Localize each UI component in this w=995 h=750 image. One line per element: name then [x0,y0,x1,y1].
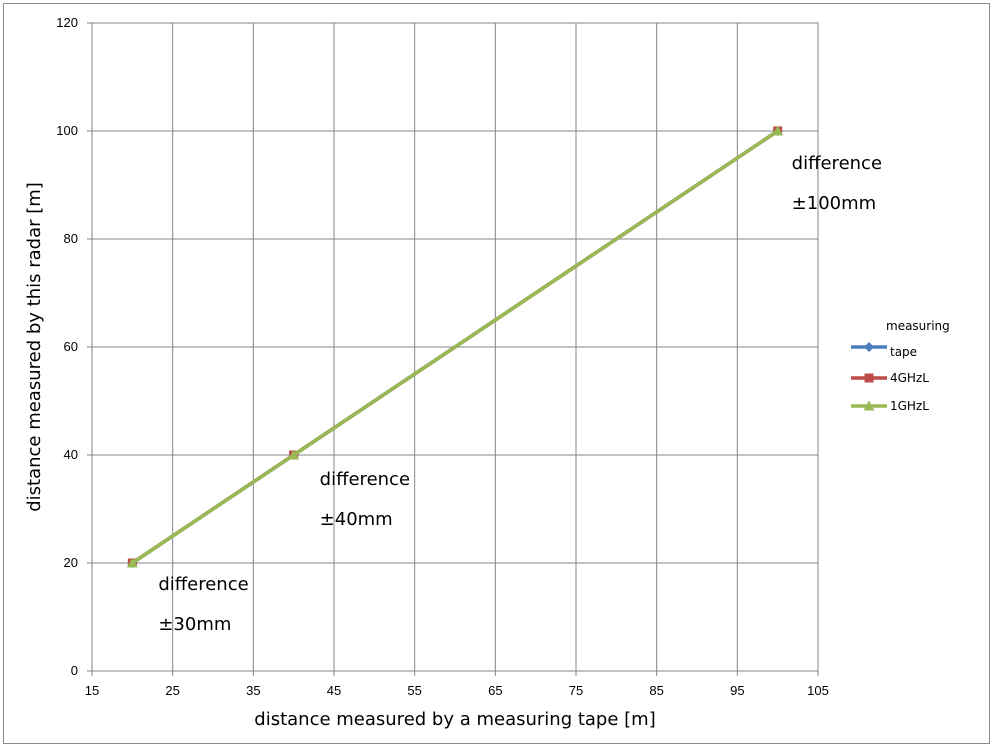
point-marker [864,373,874,383]
x-tick-label: 45 [327,683,341,698]
y-tick-label: 60 [64,339,78,354]
series-lines [126,125,784,568]
x-tick-label: 105 [807,683,829,698]
annotation-label: difference [158,574,248,595]
legend-item-tape: tape [851,342,917,359]
point-marker [864,342,874,352]
legend-items: tape 4GHzL 1GHzL [851,342,929,413]
y-tick-label: 20 [64,555,78,570]
chart-frame [3,3,990,744]
y-axis-title: distance measured by this radar [m] [24,182,45,512]
annotation-value: ±30mm [158,614,231,635]
x-tick-labels: 15 25 35 45 55 65 75 85 95 105 [85,683,829,698]
y-tick-label: 120 [56,15,78,30]
legend-label: tape [890,345,917,359]
y-tick-label: 40 [64,447,78,462]
x-tick-label: 85 [649,683,663,698]
legend-label: 4GHzL [890,371,929,385]
legend-label: 1GHzL [890,399,929,413]
x-tick-label: 55 [407,683,421,698]
legend-title: measuring [886,319,950,333]
point-marker [126,557,138,568]
x-tick-label: 25 [165,683,179,698]
x-tick-label: 95 [730,683,744,698]
point-marker [772,125,784,136]
x-tick-label: 15 [85,683,99,698]
annotation-label: difference [792,153,882,174]
y-tick-labels: 0 20 40 60 80 100 120 [56,15,78,678]
x-axis-title: distance measured by a measuring tape [m… [254,709,655,730]
series-1ghzl [126,125,784,568]
y-tick-label: 0 [71,663,78,678]
legend-item-4ghzl: 4GHzL [851,371,929,385]
annotation-label: difference [320,469,410,490]
point-marker [288,449,300,460]
legend-item-1ghzl: 1GHzL [851,399,929,413]
annotation-value: ±40mm [320,509,393,530]
y-tick-label: 80 [64,231,78,246]
x-tick-label: 75 [569,683,583,698]
plot-area-border [91,22,819,672]
annotations: difference ±30mm difference ±40mm difference… [158,153,882,635]
x-tick-label: 65 [488,683,502,698]
x-tick-label: 35 [246,683,260,698]
point-marker [863,400,875,411]
y-tick-label: 100 [56,123,78,138]
legend: measuring tape 4GHzL 1GHzL [851,319,950,413]
annotation-value: ±100mm [792,193,877,214]
